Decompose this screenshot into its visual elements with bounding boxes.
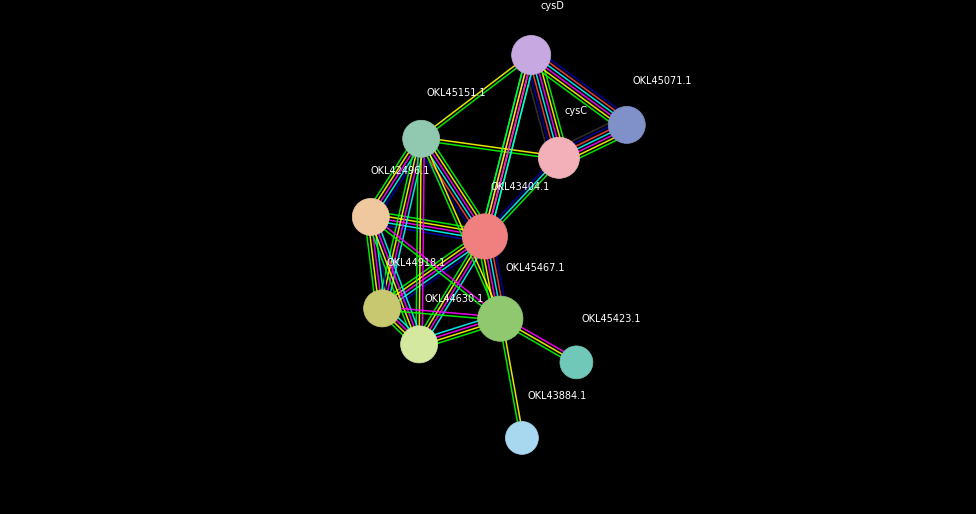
Text: cysD: cysD	[541, 1, 564, 11]
Circle shape	[608, 106, 645, 143]
Text: OKL45467.1: OKL45467.1	[506, 264, 565, 273]
Circle shape	[511, 35, 550, 75]
Text: OKL45423.1: OKL45423.1	[582, 315, 641, 324]
Circle shape	[477, 296, 523, 341]
Text: OKL45151.1: OKL45151.1	[427, 88, 486, 98]
Text: OKL44630.1: OKL44630.1	[425, 295, 483, 304]
Circle shape	[463, 214, 508, 259]
Circle shape	[364, 290, 400, 327]
Text: OKL45071.1: OKL45071.1	[633, 76, 692, 86]
Circle shape	[560, 346, 592, 379]
Text: OKL42496.1: OKL42496.1	[371, 166, 430, 176]
Circle shape	[400, 326, 437, 363]
Circle shape	[506, 421, 539, 454]
Circle shape	[352, 198, 389, 235]
Text: OKL44918.1: OKL44918.1	[386, 259, 445, 268]
Text: OKL43884.1: OKL43884.1	[527, 391, 587, 401]
Text: cysC: cysC	[564, 106, 588, 116]
Circle shape	[539, 137, 580, 178]
Circle shape	[403, 120, 439, 157]
Text: OKL43404.1: OKL43404.1	[490, 182, 549, 192]
